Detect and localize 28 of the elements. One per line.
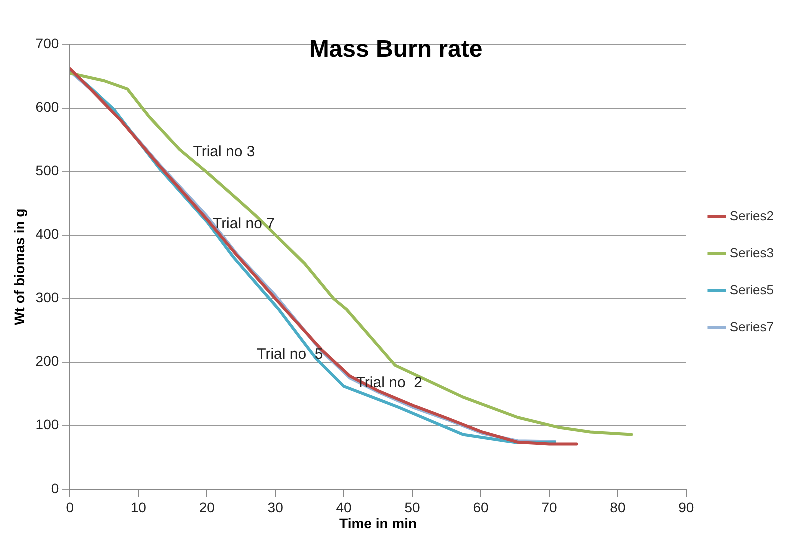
y-tick-label: 600 [36,99,60,116]
legend-label: Series5 [730,282,774,298]
x-tick-label: 70 [542,500,558,516]
legend-label: Series7 [730,320,774,335]
x-tick-label: 20 [199,500,216,516]
x-tick-label: 60 [473,500,489,516]
x-tick-label: 0 [66,500,74,516]
y-tick-label: 300 [36,290,60,306]
x-tick-label: 10 [130,500,147,516]
x-tick-label: 90 [678,500,694,516]
y-axis-title: Wt of biomas in g [11,208,28,326]
annotation: Trial no 5 [257,346,324,363]
y-tick-label: 400 [36,226,60,242]
annotation: Trial no 3 [193,144,256,161]
annotation: Trial no 7 [212,216,275,233]
y-tick-label: 200 [36,353,60,370]
chart-title: Mass Burn rate [309,36,483,64]
y-tick-label: 100 [36,416,60,433]
x-tick-label: 30 [268,500,284,516]
legend-label: Series2 [730,208,774,224]
x-tick-label: 80 [610,500,626,516]
y-tick-label: 0 [51,480,60,496]
x-tick-label: 40 [336,500,352,516]
y-tick-label: 700 [36,36,60,52]
x-tick-label: 50 [404,500,421,516]
y-tick-label: 500 [36,162,60,179]
x-axis-title: Time in min [340,515,418,532]
legend-label: Series3 [730,246,774,261]
